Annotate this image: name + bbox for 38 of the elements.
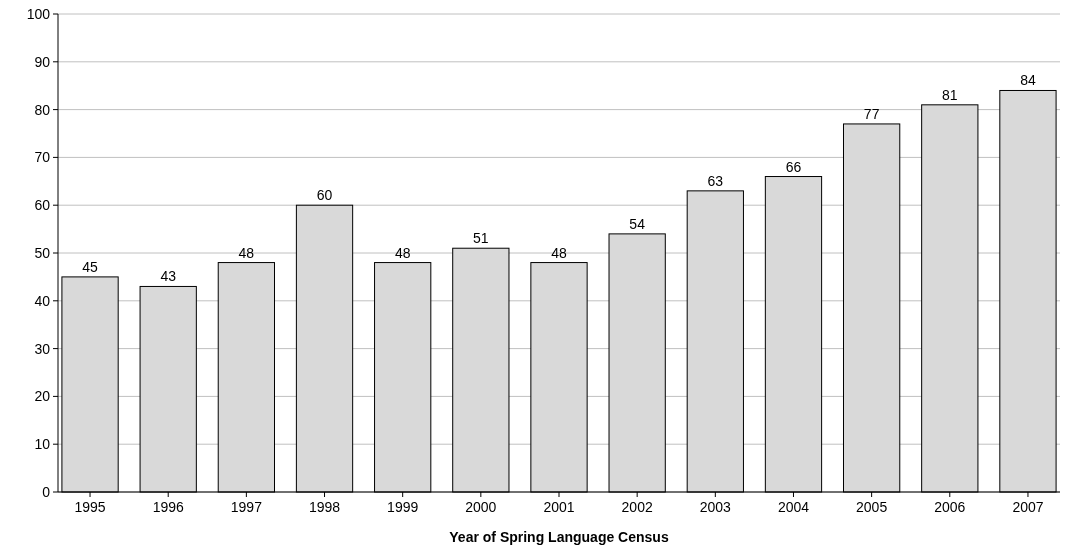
- x-tick-label: 2005: [856, 499, 888, 515]
- x-tick-label: 2006: [934, 499, 966, 515]
- data-label: 51: [473, 230, 489, 247]
- y-tick-label: 50: [34, 244, 51, 261]
- y-tick-label: 20: [34, 388, 51, 405]
- data-label: 48: [238, 244, 255, 261]
- x-tick-label: 1995: [74, 499, 106, 515]
- y-tick-label: 10: [34, 436, 51, 453]
- x-tick-label: 1998: [308, 499, 341, 515]
- data-label: 60: [316, 187, 333, 204]
- x-tick-label: 2000: [465, 499, 497, 515]
- y-tick-label: 60: [34, 197, 51, 214]
- x-tick-label: 2002: [621, 499, 653, 515]
- x-tick-label: 2003: [699, 499, 732, 515]
- x-tick-label: 2007: [1012, 499, 1044, 515]
- data-label: 54: [629, 215, 646, 232]
- y-tick-label: 80: [34, 101, 51, 118]
- data-label: 77: [863, 105, 880, 122]
- data-label: 81: [942, 86, 958, 103]
- data-label: 48: [551, 244, 567, 261]
- y-tick-label: 70: [34, 149, 51, 166]
- data-label: 48: [394, 244, 411, 261]
- y-tick-label: 90: [34, 53, 51, 70]
- x-tick-label: 1997: [230, 499, 263, 515]
- data-label: 43: [160, 268, 177, 285]
- x-tick-label: 1999: [387, 499, 419, 515]
- x-axis-title: Year of Spring Language Census: [449, 529, 669, 545]
- data-label: 63: [707, 172, 724, 189]
- y-tick-label: 40: [34, 292, 51, 309]
- y-tick-label: 0: [42, 483, 51, 500]
- x-tick-label: 2001: [543, 499, 575, 515]
- data-label: 66: [785, 158, 802, 175]
- data-label: 45: [82, 258, 99, 275]
- y-tick-label: 30: [34, 340, 51, 357]
- x-tick-label: 1996: [152, 499, 184, 515]
- data-label: 84: [1020, 72, 1036, 89]
- y-tick-label: 100: [26, 5, 51, 22]
- x-tick-label: 2004: [777, 499, 810, 515]
